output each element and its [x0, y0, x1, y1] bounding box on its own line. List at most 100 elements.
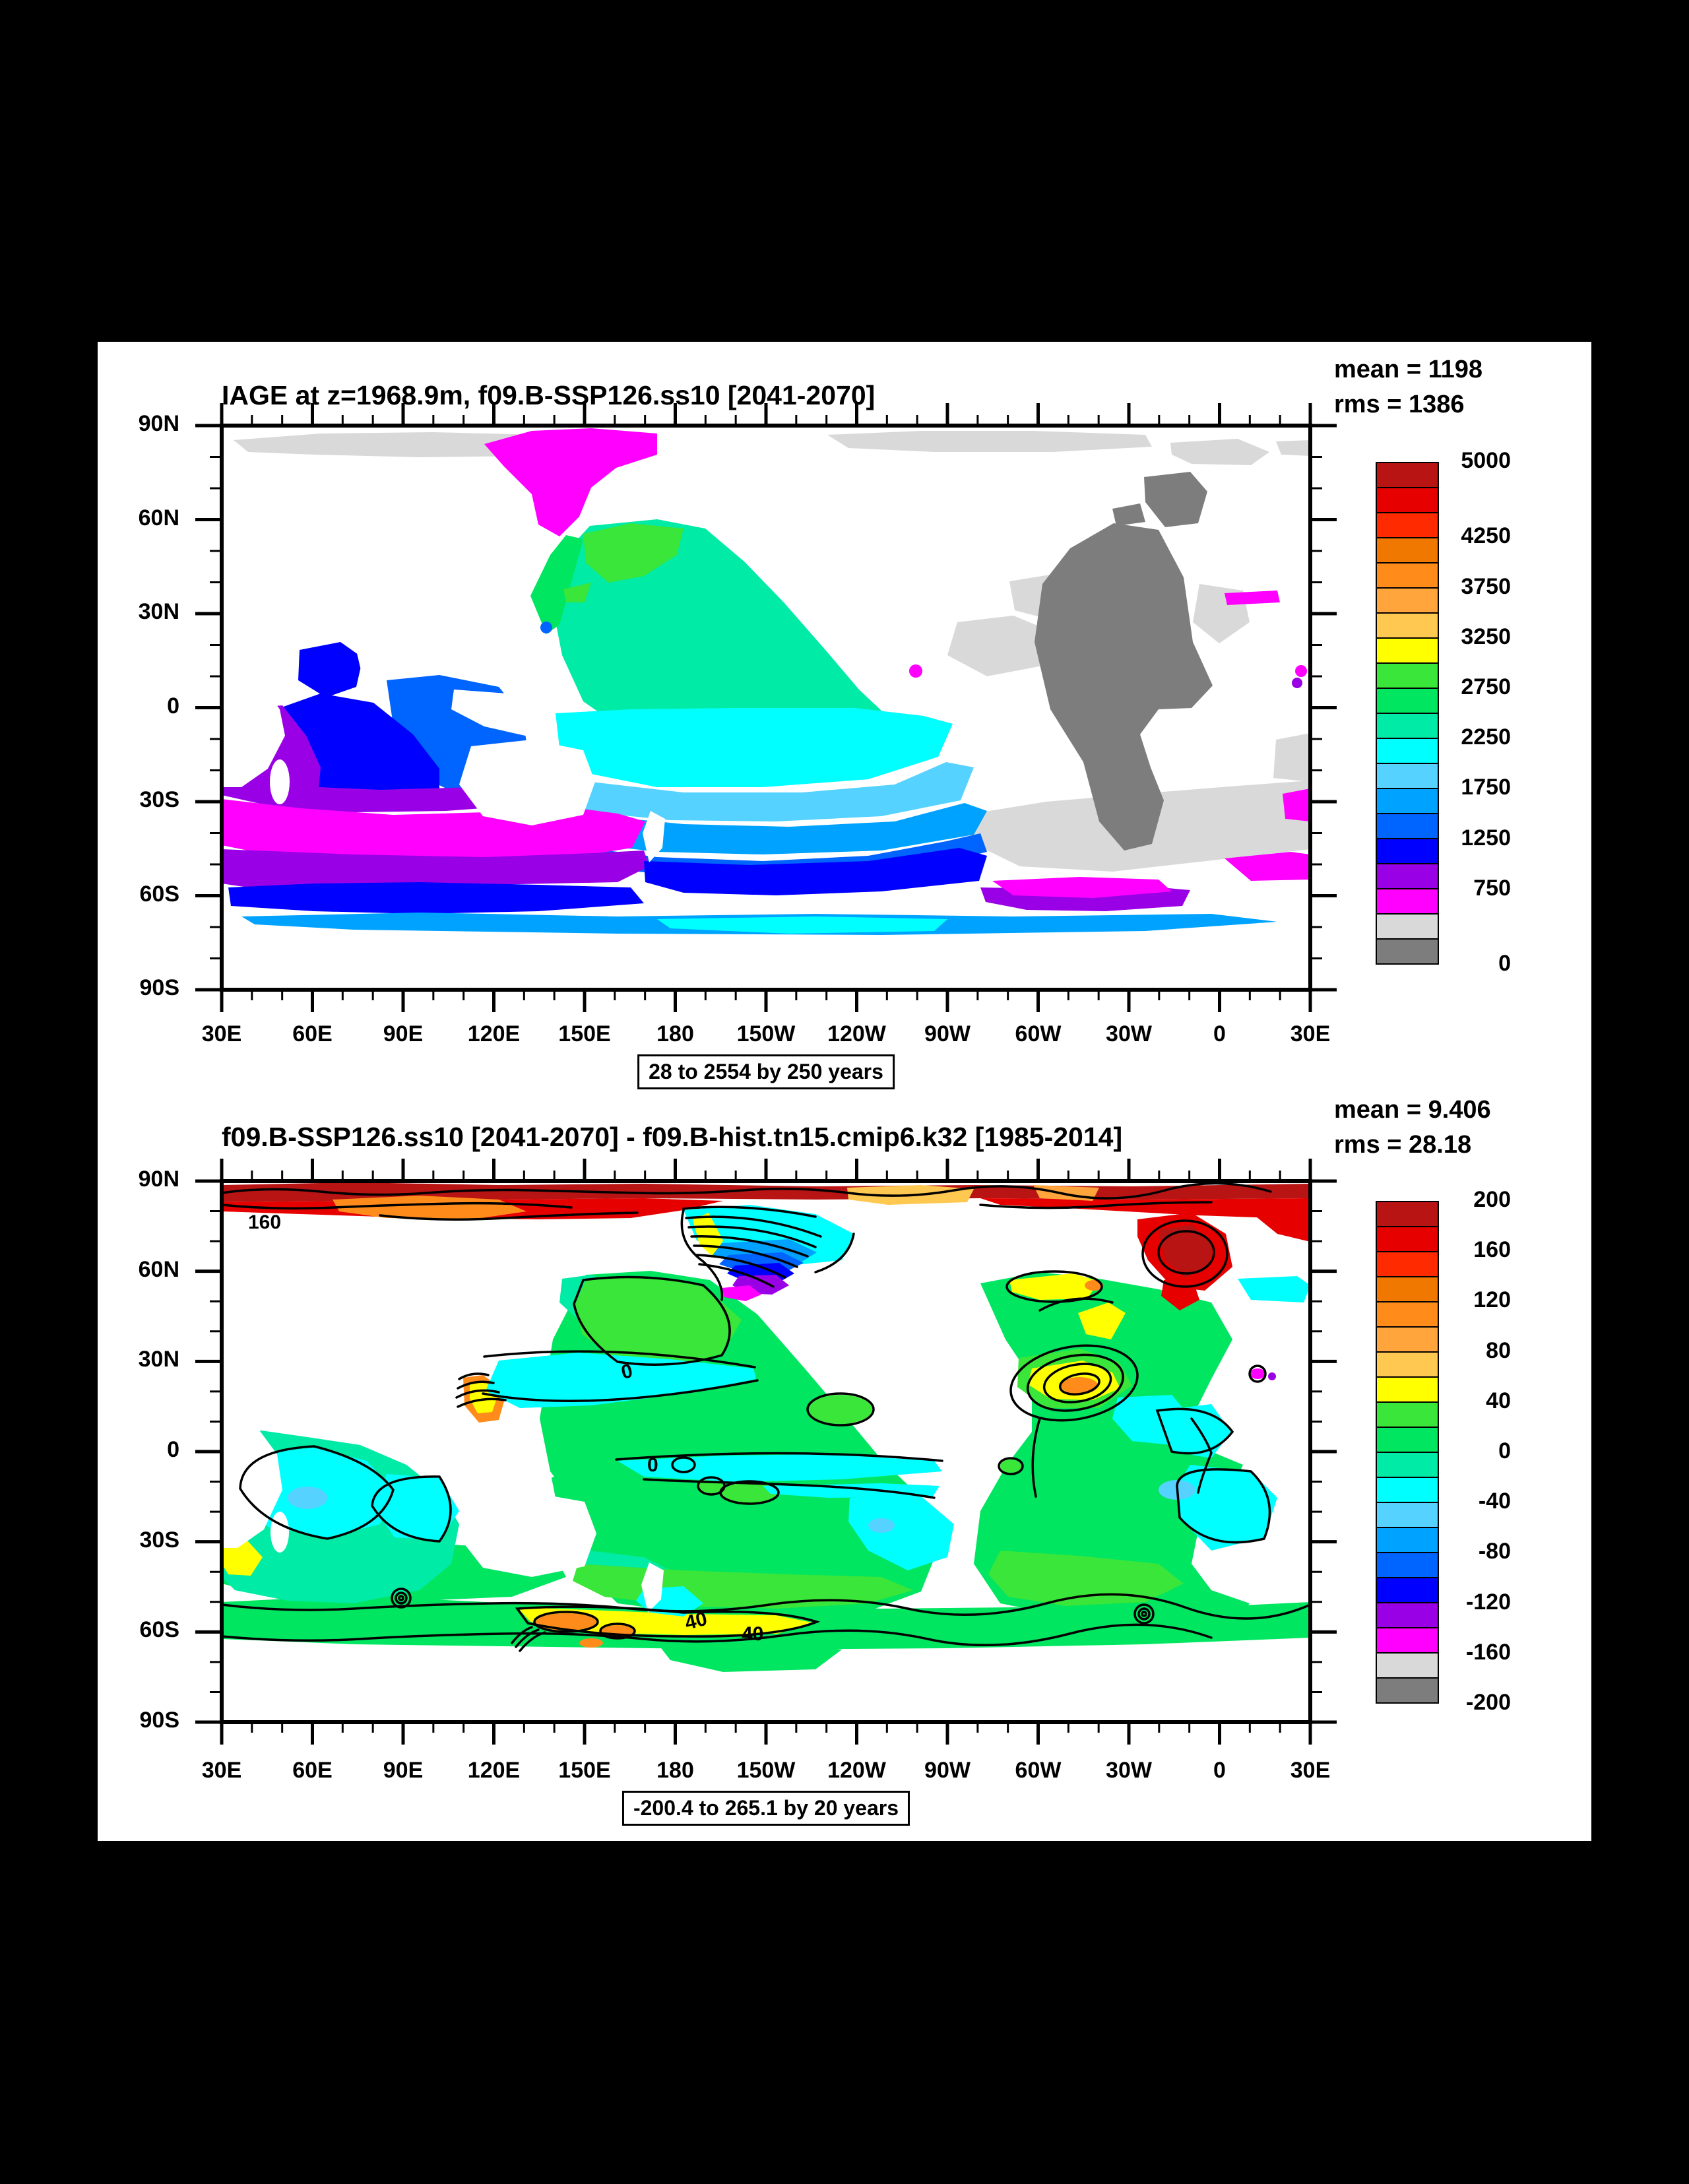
- colorbar-tick-label: 160: [1473, 1237, 1511, 1263]
- colorbar-segment: [1376, 738, 1439, 764]
- map-difference: 160 0 0 40 40: [195, 1159, 1337, 1745]
- mean-value: mean = 9.406: [1334, 1096, 1491, 1124]
- plot-title-iage: IAGE at z=1968.9m, f09.B-SSP126.ss10 [20…: [222, 380, 876, 410]
- region-arctic-magenta: [484, 428, 657, 536]
- colorbar-segment: [1376, 1502, 1439, 1528]
- colorbar-segment: [1376, 1652, 1439, 1679]
- colorbar-tick-label: 5000: [1461, 448, 1511, 473]
- landmask-white: [222, 620, 1310, 990]
- y-tick-label: 60N: [138, 1256, 179, 1282]
- colorbar-tick-label: -120: [1465, 1589, 1511, 1615]
- region-lightblue-spots: [288, 1480, 1195, 1533]
- colorbar-tick-label: -40: [1478, 1489, 1511, 1514]
- colorbar-segment: [1376, 562, 1439, 589]
- axis-ticks: [195, 1159, 1337, 1745]
- colorbar-segment: [1376, 1452, 1439, 1478]
- colorbar-segment: [1376, 512, 1439, 538]
- colorbar-segment: [1376, 537, 1439, 563]
- colorbar-segment: [1376, 1552, 1439, 1578]
- colorbar-segment: [1376, 1427, 1439, 1453]
- y-tick-label: 30N: [138, 599, 179, 624]
- contour-label-40b: 40: [742, 1623, 763, 1645]
- plot-title-diff: f09.B-SSP126.ss10 [2041-2070] - f09.B-hi…: [222, 1122, 1123, 1152]
- region-chukchi-anomaly-core: [693, 1213, 817, 1301]
- colorbar-segment: [1376, 1351, 1439, 1378]
- colorbar-tick-label: 80: [1486, 1337, 1511, 1363]
- plot-stats-diff: mean = 9.406 rms = 28.18: [1334, 1093, 1491, 1163]
- axis-ticks: [195, 403, 1337, 1012]
- x-tick-label: 60W: [1015, 1021, 1062, 1046]
- colorbar-tick-label: 1250: [1461, 825, 1511, 851]
- colorbar-segment: [1376, 1251, 1439, 1277]
- x-tick-label: 30E: [1290, 1758, 1331, 1783]
- colorbar-segment: [1376, 587, 1439, 614]
- colorbar-segment: [1376, 913, 1439, 940]
- colorbar-tick-label: -160: [1465, 1639, 1511, 1665]
- x-tick-label: 120W: [827, 1021, 886, 1046]
- mean-value: mean = 1198: [1334, 356, 1483, 383]
- landmask-white: [222, 1372, 1310, 1722]
- colorbar-segment: [1376, 1376, 1439, 1403]
- colorbar-tick-label: 3250: [1461, 624, 1511, 649]
- map-iage: [195, 403, 1337, 1012]
- x-tick-label: 0: [1213, 1021, 1226, 1046]
- region-north-pacific-old: [530, 519, 881, 737]
- y-tick-label: 30S: [139, 1527, 180, 1553]
- x-tick-label: 120W: [827, 1758, 886, 1783]
- colorbar-tick-label: 3750: [1461, 573, 1511, 599]
- colorbar-tick-label: 2250: [1461, 724, 1511, 750]
- rms-value: rms = 28.18: [1334, 1131, 1472, 1159]
- colorbar-segment: [1376, 788, 1439, 814]
- x-tick-label: 0: [1213, 1758, 1226, 1783]
- x-tick-label: 150E: [558, 1758, 611, 1783]
- colorbar-segment: [1376, 938, 1439, 965]
- colorbar-segment: [1376, 713, 1439, 739]
- x-tick-label: 120E: [467, 1021, 521, 1046]
- x-tick-label: 150E: [558, 1021, 611, 1046]
- contour-label-0a: 0: [620, 1360, 635, 1384]
- colorbar-segment: [1376, 1301, 1439, 1328]
- region-small-magenta-spots: [909, 591, 1310, 821]
- y-tick-label: 30S: [139, 787, 180, 812]
- colorbar-segment: [1376, 813, 1439, 839]
- x-tick-label: 180: [656, 1021, 694, 1046]
- y-tick-label: 60S: [139, 1617, 180, 1643]
- y-tick-label: 0: [167, 1437, 179, 1462]
- contour-label-40a: 40: [683, 1608, 709, 1634]
- colorbar-tick-label: 0: [1498, 951, 1511, 976]
- x-tick-label: 30E: [201, 1021, 242, 1046]
- colorbar-segment: [1376, 662, 1439, 689]
- x-tick-label: 150W: [736, 1758, 796, 1783]
- y-tick-label: 60N: [138, 505, 179, 530]
- colorbar-segment: [1376, 863, 1439, 889]
- colorbar-segment: [1376, 1677, 1439, 1704]
- colorbar-segment: [1376, 487, 1439, 513]
- colorbar-segment: [1376, 763, 1439, 789]
- x-tick-label: 30W: [1106, 1758, 1152, 1783]
- x-tick-label: 30E: [201, 1758, 242, 1783]
- colorbar-tick-label: 200: [1473, 1187, 1511, 1212]
- colorbar-tick-label: 120: [1473, 1287, 1511, 1313]
- colorbar-segment: [1376, 1326, 1439, 1353]
- x-tick-label: 60E: [292, 1758, 333, 1783]
- colorbar-tick-label: 1750: [1461, 775, 1511, 800]
- region-arctic-shelf-gray: [234, 431, 1310, 465]
- colorbar-tick-label: 4250: [1461, 523, 1511, 549]
- rms-value: rms = 1386: [1334, 391, 1465, 418]
- colorbar-segment: [1376, 1477, 1439, 1503]
- colorbar-segment: [1376, 1527, 1439, 1553]
- contour-label-0b: 0: [647, 1454, 658, 1476]
- range-caption-diff: -200.4 to 265.1 by 20 years: [621, 1791, 910, 1826]
- colorbar-iage: [1376, 462, 1439, 965]
- colorbar-segment: [1376, 1201, 1439, 1227]
- y-tick-label: 90S: [139, 1708, 180, 1733]
- x-tick-label: 60W: [1015, 1758, 1062, 1783]
- colorbar-segment: [1376, 888, 1439, 915]
- x-tick-label: 30E: [1290, 1021, 1331, 1046]
- x-tick-label: 90W: [924, 1758, 971, 1783]
- range-caption-iage: 28 to 2554 by 250 years: [637, 1054, 895, 1089]
- region-north-atlantic-young-darkgray: [1035, 472, 1213, 851]
- colorbar-segment: [1376, 838, 1439, 864]
- colorbar-segment: [1376, 1577, 1439, 1603]
